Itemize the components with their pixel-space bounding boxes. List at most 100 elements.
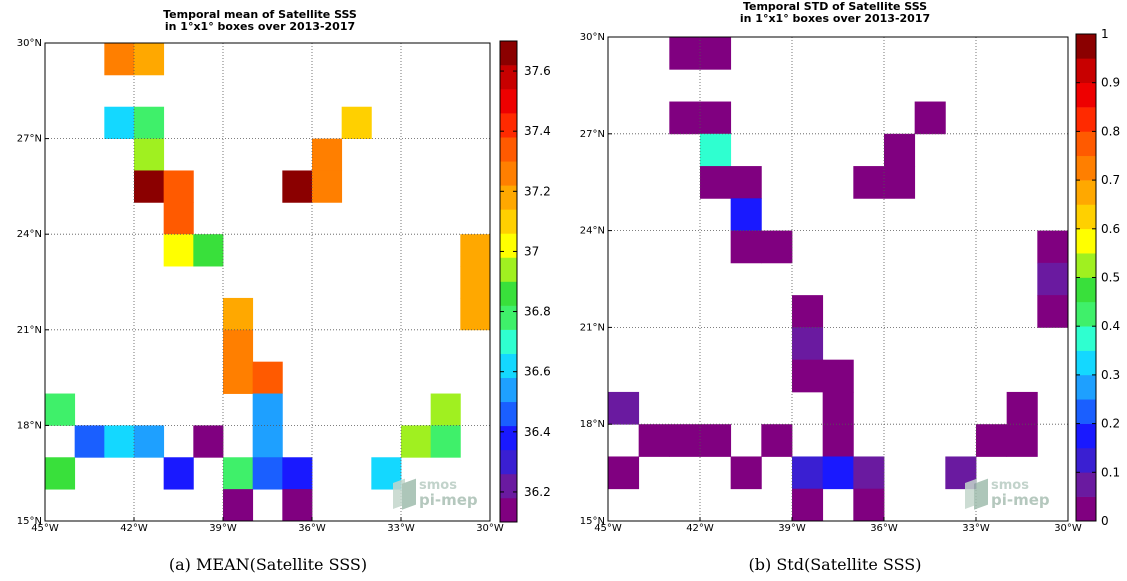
heat-cell (252, 457, 283, 490)
heat-cell (608, 456, 640, 490)
colorbar-segment (1076, 228, 1096, 254)
colorbar-segment (500, 329, 517, 354)
colorbar-tick-label: 0.1 (1101, 465, 1120, 479)
y-tick-label: 24°N (580, 226, 605, 237)
y-tick-label: 27°N (17, 134, 42, 145)
colorbar-segment (1076, 326, 1096, 351)
heat-cell (134, 138, 165, 171)
heat-cell (884, 133, 916, 167)
colorbar-segment (500, 233, 517, 258)
chart-title: Temporal STD of Satellite SSS (743, 0, 927, 13)
colorbar-segment (500, 113, 517, 138)
colorbar-tick-label: 37.6 (524, 64, 551, 78)
y-tick-label: 15°N (17, 516, 42, 527)
heat-cell (430, 393, 461, 426)
x-tick-label: 30°W (1054, 523, 1082, 534)
colorbar-tick-label: 0.7 (1101, 173, 1120, 187)
heat-cell (134, 425, 165, 458)
colorbar-segment (1076, 180, 1096, 205)
colorbar-segment (1076, 399, 1096, 424)
colorbar-segment (1076, 58, 1096, 83)
heat-cell (792, 488, 824, 522)
x-tick-label: 42°W (686, 523, 714, 534)
logo-shape (402, 478, 416, 510)
colorbar-segment (500, 425, 517, 451)
heat-cell (822, 456, 854, 490)
heat-cell (312, 170, 343, 203)
heat-cell (853, 456, 885, 490)
colorbar-tick-label: 1 (1101, 27, 1109, 41)
heat-cell (223, 361, 254, 394)
colorbar-segment (1076, 350, 1096, 376)
heat-cell (853, 166, 885, 199)
heat-cell (884, 166, 916, 199)
logo-text: pi-mep (991, 491, 1050, 509)
heat-cell (252, 425, 283, 458)
colorbar-segment (500, 185, 517, 210)
colorbar-segment (500, 473, 517, 499)
heat-cell (976, 424, 1008, 457)
colorbar-segment (500, 497, 517, 523)
y-tick-label: 27°N (580, 129, 605, 140)
heat-cell (163, 234, 194, 267)
colorbar-tick-label: 36.8 (524, 305, 551, 319)
heat-cell (822, 424, 854, 457)
heat-cell (730, 166, 762, 199)
x-tick-label: 39°W (778, 523, 806, 534)
logo-shape (974, 478, 988, 510)
y-tick-label: 21°N (17, 325, 42, 336)
colorbar-segment (500, 305, 517, 330)
logo-text: smos (991, 478, 1029, 493)
y-tick-label: 30°N (17, 38, 42, 49)
colorbar-tick-label: 37.4 (524, 124, 551, 138)
colorbar-segment (1076, 155, 1096, 181)
figure-caption: (a) MEAN(Satellite SSS) (169, 555, 367, 574)
heat-cell (792, 456, 824, 490)
x-tick-label: 36°W (298, 523, 326, 534)
colorbar-segment (500, 137, 517, 162)
heat-cell (700, 166, 732, 199)
heat-cell (638, 424, 670, 457)
heat-cell (1006, 424, 1038, 457)
colorbar-tick-label: 0.9 (1101, 76, 1120, 90)
colorbar-segment (1076, 496, 1096, 522)
heat-cell (792, 295, 824, 328)
chart-title: Temporal mean of Satellite SSS (163, 8, 357, 21)
colorbar-tick-label: 36.2 (524, 485, 551, 499)
x-tick-label: 30°W (476, 523, 504, 534)
panel-std: 45°W15°N 42°W 18°N 39°W 21°N 36°W 24°N 33°W 27°N… (580, 0, 1120, 574)
colorbar-tick-label: 37.2 (524, 184, 551, 198)
heat-cell (312, 138, 343, 171)
colorbar-tick-label: 0.5 (1101, 271, 1120, 285)
logo-text: smos (419, 478, 457, 493)
x-tick-label: 33°W (387, 523, 415, 534)
heat-cell (1037, 262, 1069, 296)
colorbar-segment (1076, 277, 1096, 303)
heat-cell (223, 489, 254, 522)
colorbar-segment (1076, 204, 1096, 230)
heat-cell (193, 234, 224, 267)
heat-cell (163, 170, 194, 203)
colorbar-tick-label: 37 (524, 244, 539, 258)
colorbar-segment (500, 377, 517, 403)
colorbar-tick-label: 36.4 (524, 425, 551, 439)
heat-cell (669, 101, 701, 135)
heat-cell (669, 37, 701, 70)
heat-cell (45, 393, 76, 426)
colorbar-tick-label: 0.4 (1101, 319, 1120, 333)
heat-cell (282, 457, 313, 490)
axes-frame (607, 36, 1069, 522)
heat-cell (163, 457, 194, 490)
heat-cell (700, 133, 732, 167)
colorbar-segment (1076, 107, 1096, 132)
heat-cell (104, 106, 135, 139)
y-tick-label: 21°N (580, 322, 605, 333)
colorbar-segment (500, 89, 517, 114)
colorbar-segment (1076, 82, 1096, 108)
heat-cell (104, 43, 135, 76)
heat-cell (700, 101, 732, 135)
heat-cell (460, 266, 491, 299)
heat-cell (730, 230, 762, 264)
colorbar-segment (1076, 374, 1096, 400)
